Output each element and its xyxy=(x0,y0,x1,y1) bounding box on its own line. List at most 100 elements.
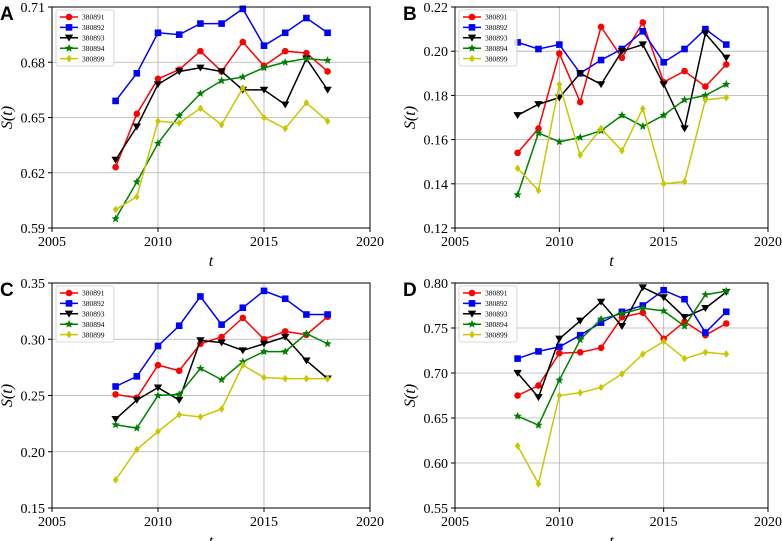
panel-d-series-380894-point xyxy=(638,303,647,312)
panel-b-legend-marker-380893 xyxy=(467,34,477,42)
panel-a-series-380891-point xyxy=(281,47,289,55)
panel-a-series-380892-point xyxy=(218,20,225,27)
panel-a-legend-marker-380899 xyxy=(66,54,72,63)
panel-d-series-380899-point xyxy=(681,354,688,363)
panel-b-series-380892-point xyxy=(702,25,709,33)
panel-d-xtick-label: 2015 xyxy=(650,515,678,530)
panel-a-series-380893-point xyxy=(175,68,184,76)
panel-d-legend-label-380899: 380899 xyxy=(485,330,508,339)
panel-b-xtick-label: 2010 xyxy=(545,235,573,250)
panel-b-series-380892-point xyxy=(514,39,521,46)
panel-d-series-380899-point xyxy=(556,391,563,400)
panel-d-series-380891-point xyxy=(639,309,647,317)
panel-d-series-380892-point xyxy=(660,286,667,294)
panel-a: 2005 2010 2015 2020 0.59 0.62 0.65 0.68 0.71 t S(t… xyxy=(0,1,384,270)
panel-c-series-380892-point xyxy=(260,287,268,295)
panel-d-series-380894-point xyxy=(680,321,689,330)
panel-c-series-380892-point xyxy=(281,295,289,303)
panel-d-xtick-label: 2010 xyxy=(545,515,573,530)
panel-b-letter: B xyxy=(403,4,417,25)
panel-c-series-380893-point xyxy=(302,357,311,365)
panel-d-series-380893-point xyxy=(617,323,627,330)
panel-c-series-380894-point xyxy=(153,391,163,399)
panel-c-series-380894-point xyxy=(323,339,332,348)
panel-c-ytick-label: 0.15 xyxy=(21,502,46,517)
panel-d-legend-label-380893: 380893 xyxy=(485,310,508,319)
panel-c-ytick-label: 0.35 xyxy=(21,277,46,292)
panel-c-legend-marker-380894 xyxy=(64,319,74,328)
panel-a-series-380891-point xyxy=(303,49,310,57)
panel-d-series-380894-point xyxy=(596,314,606,323)
panel-a-series-380891-point xyxy=(154,75,162,83)
panel-b-series-380899-point xyxy=(619,146,625,155)
panel-a-series-380893-point xyxy=(281,101,290,109)
panel-b-series-380899-point xyxy=(598,124,604,133)
panel-b-xtick-label: 2020 xyxy=(754,235,782,250)
panel-b-series-380893-point xyxy=(680,125,689,133)
panel-a-ytick-label: 0.59 xyxy=(21,222,46,237)
panel-b-legend-marker-380899 xyxy=(469,54,475,63)
panel-b-series-380899-point xyxy=(639,104,646,113)
panel-d-series-380894-point xyxy=(576,335,585,344)
panel-b-series-380894-point xyxy=(701,91,710,99)
panel-c-series-380899-point xyxy=(112,476,119,484)
panel-a-xtick-label: 2015 xyxy=(250,235,278,250)
panel-a-xtick-label: 2010 xyxy=(144,235,172,250)
panel-c-series-380892-point xyxy=(239,304,247,312)
panel-b-series-380899-point xyxy=(723,93,730,102)
panel-d-series-380891-point xyxy=(722,320,730,327)
panel-c-legend-marker-380891 xyxy=(65,289,73,297)
panel-b-series-380894-point xyxy=(617,110,627,119)
panel-b-series-380891-line xyxy=(517,20,727,154)
panel-c-letter: C xyxy=(0,280,14,301)
panel-b-ytick-label: 0.20 xyxy=(424,45,449,60)
panel-d-legend-label-380891: 380891 xyxy=(485,289,508,298)
panel-b-series-380892-point xyxy=(535,45,542,53)
panel-b-series-380891-point xyxy=(702,83,709,90)
panel-a-series-380899-point xyxy=(112,205,119,214)
panel-a-legend-label-380891: 380891 xyxy=(82,13,105,22)
panel-d-letter: D xyxy=(403,280,417,301)
panel-a-legend-label-380899: 380899 xyxy=(82,54,105,63)
panel-c-xtick-label: 2015 xyxy=(250,515,278,530)
panel-a-series-380891-point xyxy=(112,163,119,171)
panel-d-series-380894-point xyxy=(555,375,564,384)
panel-c-ylabel: S(t) xyxy=(0,384,16,407)
panel-a-legend-box xyxy=(55,9,115,67)
panel-d-series-380899-point xyxy=(514,442,521,450)
panel-a-series-380893-point xyxy=(153,81,163,89)
panel-a-ylabel: S(t) xyxy=(0,106,16,129)
panel-a-series-380893-point xyxy=(259,86,269,94)
panel-c-series-380899-point xyxy=(176,410,183,419)
panel-a-series-380892-point xyxy=(112,97,119,105)
panel-d-series-380892-point xyxy=(702,329,709,336)
panel-b-xtick-label: 2015 xyxy=(650,235,678,250)
panel-a-series-380894-point xyxy=(175,111,184,120)
panel-c-series-380893-point xyxy=(217,339,226,347)
panel-c-legend-label-380894: 380894 xyxy=(82,320,105,329)
panel-d-series-380899-point xyxy=(535,479,542,488)
panel-b-series-380891-point xyxy=(639,19,647,26)
panel-c-series-380892-point xyxy=(197,293,204,300)
panel-d-ytick-label: 0.65 xyxy=(424,412,449,427)
panel-b-series-380892-point xyxy=(681,45,688,53)
panel-d-series-380893-point xyxy=(596,298,606,306)
panel-d-series-380892-point xyxy=(535,348,542,355)
panel-a-ytick-label: 0.68 xyxy=(21,56,46,71)
panel-b-series-380899-point xyxy=(660,180,667,188)
panel-c-series-380899-point xyxy=(324,374,331,383)
panel-a-legend-label-380892: 380892 xyxy=(82,23,105,32)
panel-a-series-380893-point xyxy=(132,123,141,131)
panel-c-ytick-label: 0.25 xyxy=(21,390,46,405)
panel-a-legend-marker-380894 xyxy=(64,43,74,52)
panel-a-ytick-label: 0.71 xyxy=(21,1,46,16)
panel-d-legend-marker-380891 xyxy=(468,289,476,297)
panel-c-legend-marker-380893 xyxy=(64,310,74,318)
panel-d-series-380893-point xyxy=(555,335,564,343)
panel-c-series-380893-point xyxy=(196,337,205,345)
panel-a-series-380894-point xyxy=(111,214,120,223)
panel-a-series-380894-point xyxy=(281,57,290,66)
panel-b-series-380892-point xyxy=(639,28,647,35)
